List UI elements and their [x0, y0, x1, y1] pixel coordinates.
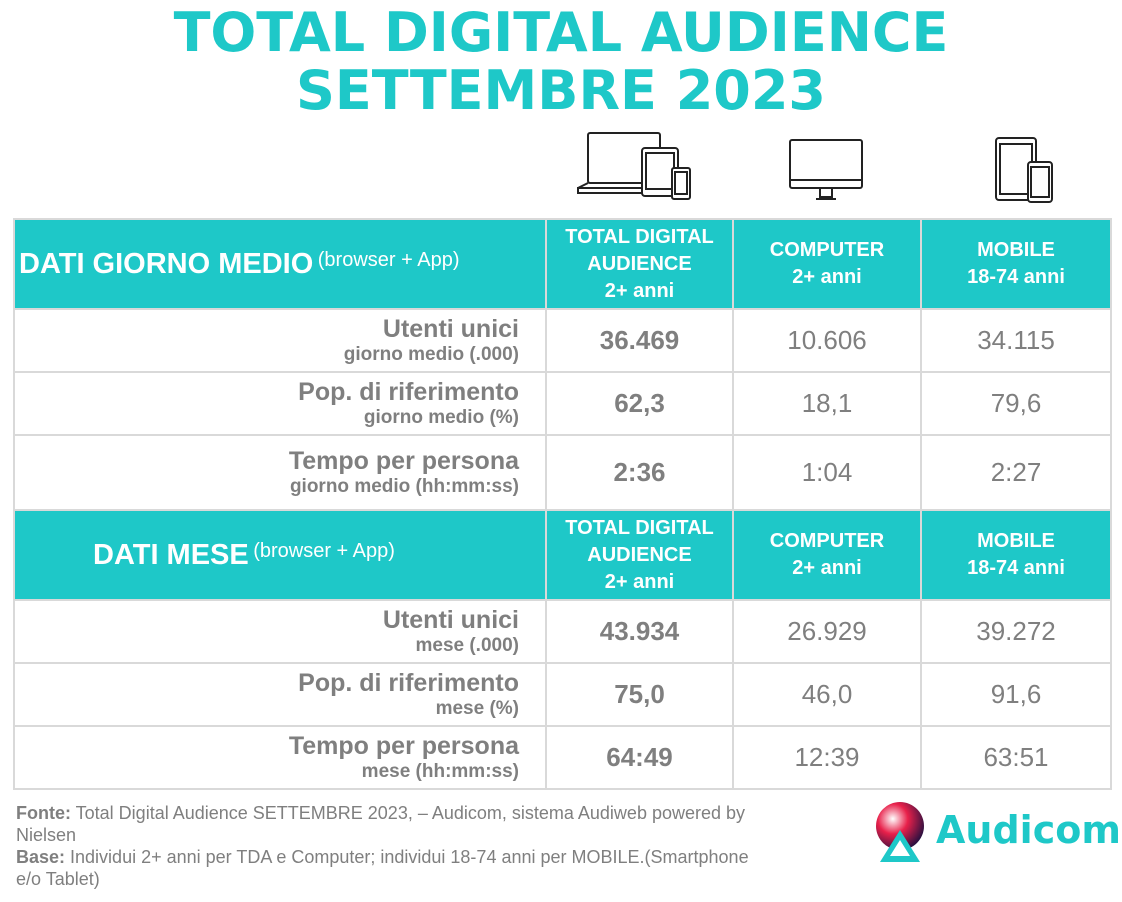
value-cell: 2:27 — [920, 434, 1112, 511]
desktop-monitor-icon — [788, 138, 866, 202]
table-row: Pop. di riferimento mese (%) 75,0 46,0 9… — [13, 662, 1112, 727]
row-label: Pop. di riferimento mese (%) — [13, 662, 547, 727]
audicom-logo-icon — [872, 800, 932, 871]
column-header-total: TOTAL DIGITAL AUDIENCE 2+ anni — [545, 509, 734, 601]
section-suffix: (browser + App) — [253, 539, 395, 562]
value-cell: 43.934 — [545, 599, 734, 664]
section-label: DATI MESE — [93, 538, 249, 571]
row-label: Tempo per persona giorno medio (hh:mm:ss… — [13, 434, 547, 511]
value-cell: 26.929 — [732, 599, 922, 664]
fonte-label: Fonte: — [16, 803, 71, 823]
value-cell: 62,3 — [545, 371, 734, 436]
base-text: Individui 2+ anni per TDA e Computer; in… — [16, 847, 749, 889]
value-cell: 64:49 — [545, 725, 734, 790]
section-title-month: DATI MESE (browser + App) — [13, 509, 547, 601]
row-label: Utenti unici giorno medio (.000) — [13, 308, 547, 373]
column-header-computer: COMPUTER 2+ anni — [732, 509, 922, 601]
value-cell: 91,6 — [920, 662, 1112, 727]
row-label: Utenti unici mese (.000) — [13, 599, 547, 664]
table-row: Pop. di riferimento giorno medio (%) 62,… — [13, 371, 1112, 436]
value-cell: 34.115 — [920, 308, 1112, 373]
section-header-month: DATI MESE (browser + App) TOTAL DIGITAL A… — [13, 509, 1112, 601]
tablet-smartphone-icon — [992, 136, 1056, 204]
section-label: DATI GIORNO MEDIO — [19, 247, 314, 280]
table-row: Tempo per persona giorno medio (hh:mm:ss… — [13, 434, 1112, 511]
value-cell: 12:39 — [732, 725, 922, 790]
table-row: Utenti unici giorno medio (.000) 36.469 … — [13, 308, 1112, 373]
value-cell: 10.606 — [732, 308, 922, 373]
value-cell: 36.469 — [545, 308, 734, 373]
value-cell: 2:36 — [545, 434, 734, 511]
value-cell: 39.272 — [920, 599, 1112, 664]
value-cell: 46,0 — [732, 662, 922, 727]
value-cell: 75,0 — [545, 662, 734, 727]
section-title-day: DATI GIORNO MEDIO (browser + App) — [13, 218, 547, 310]
multi-device-icon — [576, 130, 694, 200]
logo-text: Audicom — [936, 808, 1121, 852]
table-row: Utenti unici mese (.000) 43.934 26.929 3… — [13, 599, 1112, 664]
section-suffix: (browser + App) — [317, 248, 460, 271]
column-header-mobile: MOBILE 18-74 anni — [920, 218, 1112, 310]
row-label: Tempo per persona mese (hh:mm:ss) — [13, 725, 547, 790]
value-cell: 18,1 — [732, 371, 922, 436]
base-label: Base: — [16, 847, 66, 867]
fonte-text: Total Digital Audience SETTEMBRE 2023, –… — [16, 803, 746, 845]
page-title-line1: TOTAL DIGITAL AUDIENCE — [173, 1, 949, 64]
value-cell: 79,6 — [920, 371, 1112, 436]
value-cell: 63:51 — [920, 725, 1112, 790]
column-header-computer: COMPUTER 2+ anni — [732, 218, 922, 310]
row-label: Pop. di riferimento giorno medio (%) — [13, 371, 547, 436]
value-cell: 1:04 — [732, 434, 922, 511]
audience-table: DATI GIORNO MEDIO (browser + App) TOTAL … — [13, 218, 1112, 790]
page-title-line2: SETTEMBRE 2023 — [295, 59, 827, 122]
column-header-total: TOTAL DIGITAL AUDIENCE 2+ anni — [545, 218, 734, 310]
section-header-day: DATI GIORNO MEDIO (browser + App) TOTAL … — [13, 218, 1112, 310]
footnote: Fonte: Total Digital Audience SETTEMBRE … — [16, 802, 756, 890]
column-header-mobile: MOBILE 18-74 anni — [920, 509, 1112, 601]
table-row: Tempo per persona mese (hh:mm:ss) 64:49 … — [13, 725, 1112, 790]
